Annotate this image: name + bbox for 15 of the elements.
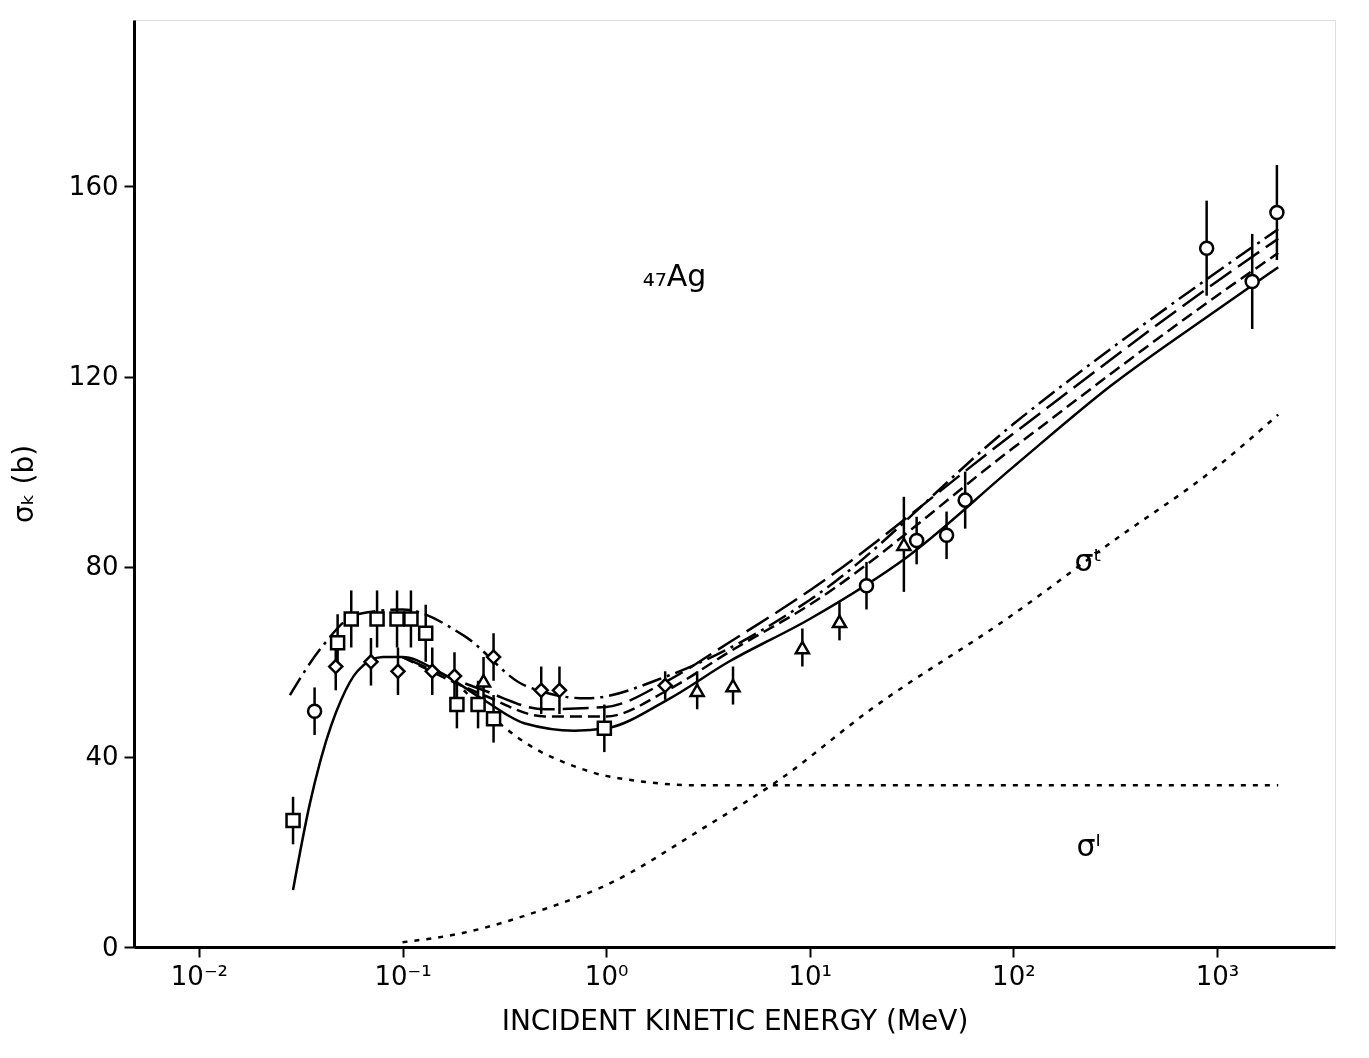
x-tick-label: 10⁻¹ xyxy=(374,960,432,991)
y-tick-label: 0 xyxy=(101,931,119,962)
annotation: σˡ xyxy=(1076,827,1101,863)
annotation: ₄₇Ag xyxy=(642,257,707,293)
y-tick-label: 120 xyxy=(68,361,119,392)
x-tick-label: 10³ xyxy=(1195,960,1240,991)
x-tick-label: 10² xyxy=(992,960,1036,991)
y-tick-label: 40 xyxy=(85,741,119,772)
y-tick-label: 80 xyxy=(85,551,119,582)
x-axis-title: INCIDENT KINETIC ENERGY (MeV) xyxy=(501,1003,969,1037)
y-tick-label: 160 xyxy=(68,170,119,201)
x-tick-label: 10⁰ xyxy=(584,960,629,991)
x-tick-label: 10⁻² xyxy=(170,960,229,991)
x-tick-label: 10¹ xyxy=(788,960,832,991)
y-axis-title: σₖ (b) xyxy=(6,444,40,524)
